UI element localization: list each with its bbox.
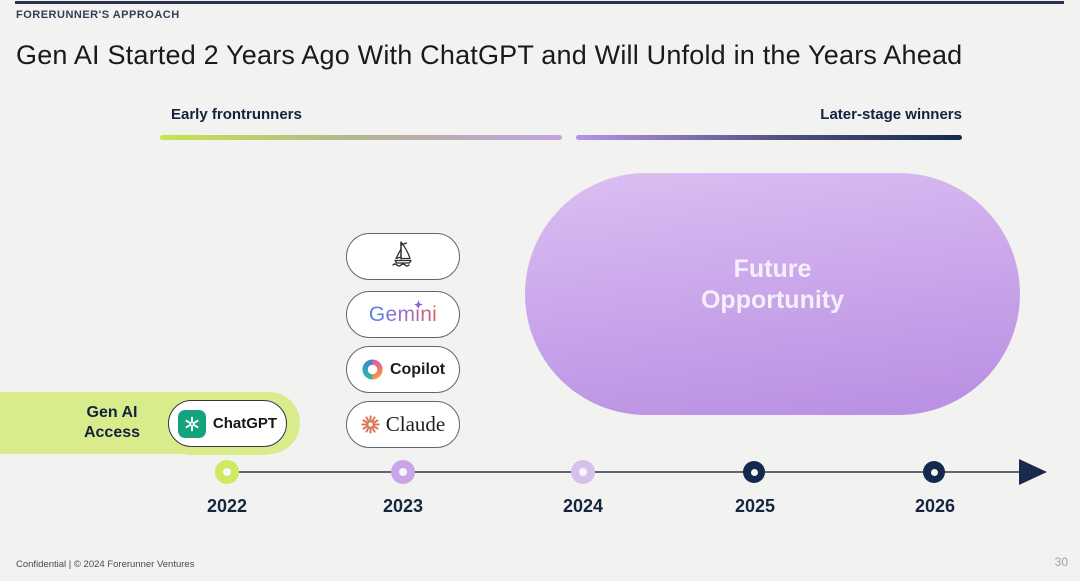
gemini-pill: Gemini	[346, 291, 460, 338]
year-label-2025: 2025	[734, 496, 776, 516]
footer-text: Confidential | © 2024 Forerunner Venture…	[16, 559, 195, 570]
page-number: 30	[1054, 555, 1068, 569]
midjourney-pill	[346, 233, 460, 280]
future-opportunity-line1: Future	[733, 255, 812, 283]
top-rule	[15, 1, 1064, 4]
future-opportunity-blob: Future Opportunity	[525, 173, 1020, 415]
gen-ai-access-label: Gen AI Access	[83, 404, 141, 441]
copilot-pill: Copilot	[346, 346, 460, 393]
timeline-dot-2022	[215, 460, 239, 484]
timeline-arrow-icon	[1019, 459, 1047, 485]
chatgpt-label: ChatGPT	[212, 415, 278, 432]
gemini-wordmark: Gemini	[368, 302, 438, 326]
copilot-label: Copilot	[389, 360, 446, 378]
claude-label: Claude	[385, 412, 446, 436]
openai-icon	[177, 409, 206, 438]
slide-kicker: FORERUNNER'S APPROACH	[16, 9, 180, 21]
later-gradient-line	[576, 135, 962, 140]
slide-title: Gen AI Started 2 Years Ago With ChatGPT …	[16, 40, 963, 70]
timeline-dot-2025	[743, 461, 765, 483]
year-label-2022: 2022	[206, 496, 248, 516]
year-label-2023: 2023	[382, 496, 424, 516]
timeline-dot-2023	[391, 460, 415, 484]
timeline-dot-2026	[923, 461, 945, 483]
timeline-dot-2024	[571, 460, 595, 484]
future-opportunity-line2: Opportunity	[700, 286, 845, 314]
copilot-icon	[361, 358, 384, 381]
gemini-sparkle-icon	[414, 300, 423, 309]
timeline-line	[227, 471, 1025, 473]
sailboat-icon	[385, 239, 421, 274]
chatgpt-pill: ChatGPT	[168, 400, 287, 447]
claude-starburst-icon	[361, 415, 380, 434]
early-frontrunners-label: Early frontrunners	[171, 106, 302, 123]
year-label-2024: 2024	[562, 496, 604, 516]
claude-pill: Claude	[346, 401, 460, 448]
later-stage-winners-label: Later-stage winners	[820, 106, 962, 123]
year-label-2026: 2026	[914, 496, 956, 516]
early-gradient-line	[160, 135, 562, 140]
